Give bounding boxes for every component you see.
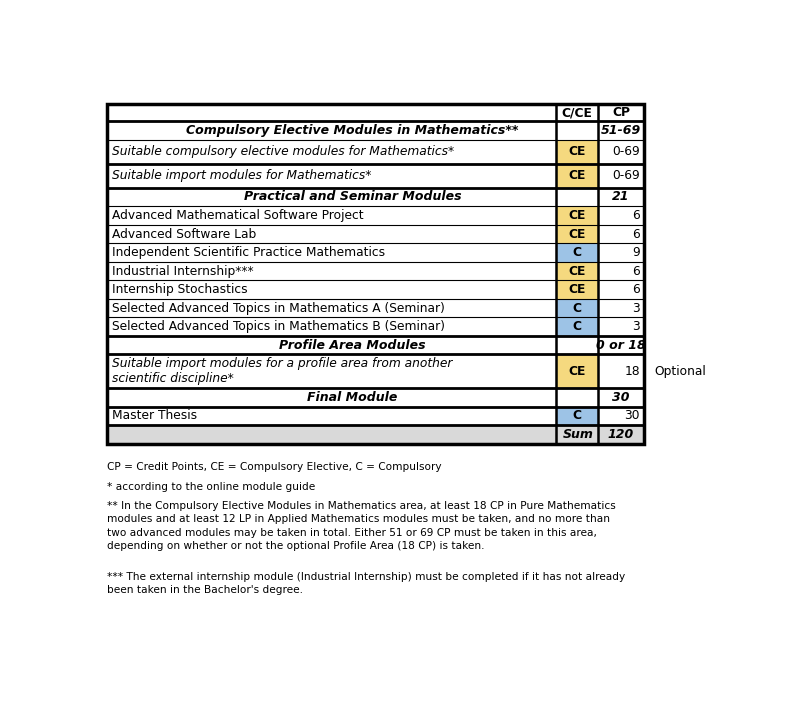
- Text: 30: 30: [612, 391, 630, 404]
- Bar: [556, 280, 598, 299]
- Bar: [556, 164, 598, 188]
- Text: C: C: [573, 302, 582, 315]
- Text: CE: CE: [568, 264, 586, 278]
- Text: CP = Credit Points, CE = Compulsory Elective, C = Compulsory: CP = Credit Points, CE = Compulsory Elec…: [107, 462, 442, 472]
- Bar: [107, 206, 644, 225]
- Text: Suitable import modules for Mathematics*: Suitable import modules for Mathematics*: [112, 169, 371, 182]
- Text: Profile Area Modules: Profile Area Modules: [279, 339, 426, 351]
- Text: 0 or 18: 0 or 18: [596, 339, 646, 351]
- Bar: [107, 104, 644, 122]
- Text: 3: 3: [632, 302, 640, 315]
- Text: Suitable compulsory elective modules for Mathematics*: Suitable compulsory elective modules for…: [112, 146, 454, 158]
- Bar: [556, 407, 598, 425]
- Text: Selected Advanced Topics in Mathematics A (Seminar): Selected Advanced Topics in Mathematics …: [112, 302, 445, 315]
- Text: CE: CE: [568, 228, 586, 240]
- Text: Industrial Internship***: Industrial Internship***: [112, 264, 254, 278]
- Bar: [107, 140, 644, 164]
- Bar: [107, 299, 644, 317]
- Text: 9: 9: [632, 246, 640, 259]
- Bar: [107, 317, 644, 336]
- Bar: [107, 243, 644, 262]
- Text: CE: CE: [568, 169, 586, 182]
- Text: C: C: [573, 246, 582, 259]
- Text: CE: CE: [568, 283, 586, 296]
- Bar: [556, 317, 598, 336]
- Bar: [107, 407, 644, 425]
- Text: C/CE: C/CE: [562, 106, 593, 119]
- Text: Optional: Optional: [654, 365, 706, 378]
- Text: C: C: [573, 409, 582, 422]
- Text: Internship Stochastics: Internship Stochastics: [112, 283, 247, 296]
- Bar: [107, 388, 644, 407]
- Text: Independent Scientific Practice Mathematics: Independent Scientific Practice Mathemat…: [112, 246, 385, 259]
- Text: Master Thesis: Master Thesis: [112, 409, 197, 422]
- Text: C: C: [573, 320, 582, 333]
- Text: ** In the Compulsory Elective Modules in Mathematics area, at least 18 CP in Pur: ** In the Compulsory Elective Modules in…: [107, 501, 616, 551]
- Bar: [107, 188, 644, 206]
- Text: Advanced Mathematical Software Project: Advanced Mathematical Software Project: [112, 209, 363, 222]
- Bar: [556, 243, 598, 262]
- Text: Final Module: Final Module: [307, 391, 398, 404]
- Bar: [556, 206, 598, 225]
- Bar: [556, 262, 598, 280]
- Text: 6: 6: [632, 283, 640, 296]
- Text: 6: 6: [632, 209, 640, 222]
- Text: Advanced Software Lab: Advanced Software Lab: [112, 228, 256, 240]
- Text: 120: 120: [608, 428, 634, 441]
- Bar: [107, 164, 644, 188]
- Bar: [556, 225, 598, 243]
- Bar: [556, 140, 598, 164]
- Text: CP: CP: [612, 106, 630, 119]
- Bar: [556, 354, 598, 388]
- Text: 21: 21: [612, 190, 630, 204]
- Text: Suitable import modules for a profile area from another
scientific discipline*: Suitable import modules for a profile ar…: [112, 357, 452, 385]
- Text: CE: CE: [568, 365, 586, 378]
- Bar: [107, 354, 644, 388]
- Text: Compulsory Elective Modules in Mathematics**: Compulsory Elective Modules in Mathemati…: [186, 124, 518, 137]
- Bar: [556, 299, 598, 317]
- Text: CE: CE: [568, 146, 586, 158]
- Text: Sum: Sum: [563, 428, 594, 441]
- Text: Selected Advanced Topics in Mathematics B (Seminar): Selected Advanced Topics in Mathematics …: [112, 320, 445, 333]
- Text: 30: 30: [625, 409, 640, 422]
- Text: 6: 6: [632, 264, 640, 278]
- Text: Practical and Seminar Modules: Practical and Seminar Modules: [244, 190, 462, 204]
- Bar: [107, 122, 644, 140]
- Text: *** The external internship module (Industrial Internship) must be completed if : *** The external internship module (Indu…: [107, 572, 626, 595]
- Bar: [107, 225, 644, 243]
- Text: 3: 3: [632, 320, 640, 333]
- Text: 18: 18: [624, 365, 640, 378]
- Text: 0-69: 0-69: [612, 146, 640, 158]
- Bar: [107, 336, 644, 354]
- Bar: [107, 262, 644, 280]
- Bar: [107, 280, 644, 299]
- Text: 6: 6: [632, 228, 640, 240]
- Text: * according to the online module guide: * according to the online module guide: [107, 481, 316, 491]
- Text: 0-69: 0-69: [612, 169, 640, 182]
- Bar: [107, 425, 644, 443]
- Bar: [107, 104, 644, 443]
- Text: CE: CE: [568, 209, 586, 222]
- Text: 51-69: 51-69: [601, 124, 641, 137]
